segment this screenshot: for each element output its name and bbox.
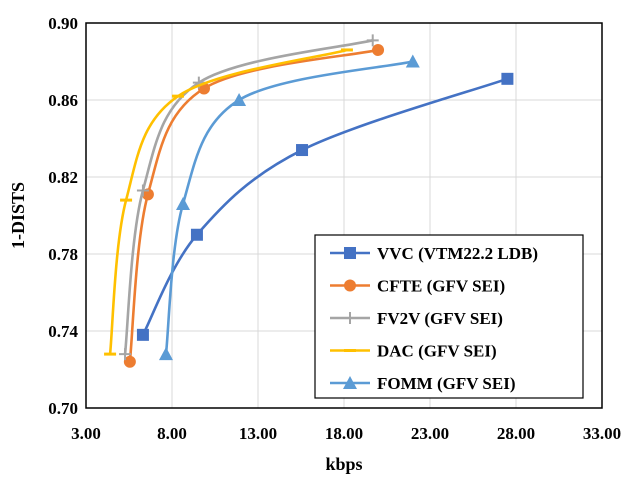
- y-tick-label: 0.78: [48, 245, 78, 264]
- legend-item: DAC (GFV SEI): [330, 342, 497, 361]
- triangle-marker: [176, 196, 191, 210]
- triangle-marker: [343, 376, 357, 389]
- circle-marker: [372, 43, 385, 56]
- y-tick-label: 0.74: [48, 322, 78, 341]
- circle-marker: [123, 355, 136, 368]
- triangle-marker: [158, 347, 173, 361]
- triangle-marker: [405, 54, 420, 68]
- legend-label: FV2V (GFV SEI): [377, 309, 503, 328]
- series-dac: [104, 48, 353, 356]
- plus-marker: [366, 34, 379, 47]
- series-line: [123, 39, 374, 355]
- plus-marker: [119, 348, 132, 361]
- series-vvc: [136, 72, 514, 341]
- legend-label: CFTE (GFV SEI): [377, 277, 505, 296]
- y-tick-label: 0.86: [48, 91, 78, 110]
- legend-box: [314, 234, 584, 399]
- legend-label: FOMM (GFV SEI): [377, 374, 516, 393]
- series-fomm: [158, 54, 420, 361]
- x-tick-label: 8.00: [157, 424, 187, 443]
- square-marker: [136, 328, 149, 341]
- legend-item: FOMM (GFV SEI): [330, 374, 516, 393]
- series-line: [164, 60, 414, 355]
- x-axis-label: kbps: [325, 454, 362, 474]
- circle-marker: [344, 279, 356, 292]
- y-tick-label: 0.70: [48, 399, 78, 418]
- x-tick-label: 13.00: [239, 424, 277, 443]
- series-line: [128, 48, 379, 362]
- square-marker: [296, 144, 309, 157]
- series-line: [108, 48, 348, 355]
- legend-item: FV2V (GFV SEI): [330, 309, 503, 328]
- plus-marker: [344, 312, 356, 324]
- plus-marker: [136, 184, 149, 197]
- square-marker: [344, 247, 356, 259]
- square-marker: [190, 228, 203, 241]
- legend-label: VVC (VTM22.2 LDB): [377, 244, 538, 263]
- legend: VVC (VTM22.2 LDB) CFTE (GFV SEI) FV2V (GFV…: [314, 234, 584, 399]
- square-marker: [501, 72, 514, 85]
- y-axis-label: 1-DISTS: [8, 182, 28, 249]
- legend-item: VVC (VTM22.2 LDB): [330, 244, 538, 263]
- triangle-marker: [232, 93, 247, 106]
- x-tick-label: 33.00: [583, 424, 621, 443]
- x-tick-label: 28.00: [497, 424, 535, 443]
- legend-item: CFTE (GFV SEI): [330, 277, 505, 296]
- y-tick-label: 0.90: [48, 14, 78, 33]
- plot-area-border: [85, 22, 603, 409]
- y-tick-label: 0.82: [48, 168, 78, 187]
- x-tick-label: 3.00: [71, 424, 101, 443]
- legend-label: DAC (GFV SEI): [377, 342, 497, 361]
- series-line: [141, 77, 508, 336]
- x-tick-label: 18.00: [325, 424, 363, 443]
- x-tick-label: 23.00: [411, 424, 449, 443]
